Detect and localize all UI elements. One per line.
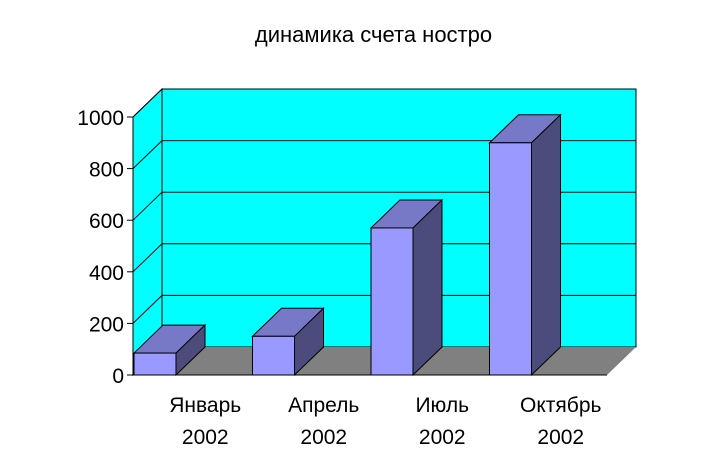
y-tick-label: 0 xyxy=(112,365,124,388)
x-category-label: Октябрь xyxy=(520,394,601,417)
x-category-label: Апрель xyxy=(288,394,359,417)
chart-title: динамика счета ностро xyxy=(254,22,493,47)
grid-lines xyxy=(132,88,636,324)
x-category-label: 2002 xyxy=(419,426,466,449)
axis-labels: 0 200 400 600 800 1000 Январь 2002 Апрель 2002 Июл… xyxy=(77,107,601,449)
y-tick-label: 200 xyxy=(89,313,124,336)
bar xyxy=(369,198,444,377)
gridline xyxy=(132,88,636,118)
bar-front xyxy=(489,142,532,376)
x-category-label: Январь xyxy=(169,394,241,417)
x-category-label: 2002 xyxy=(537,426,584,449)
bar-front xyxy=(133,352,177,376)
x-category-label: Июль xyxy=(415,394,469,417)
x-category-label: 2002 xyxy=(300,426,347,449)
y-tick-label: 800 xyxy=(89,159,124,182)
bar xyxy=(132,323,207,377)
bar-front xyxy=(252,335,295,376)
gridline xyxy=(132,243,636,273)
chart-bars xyxy=(132,113,562,377)
bar xyxy=(251,307,325,377)
gridline xyxy=(132,294,636,324)
bar-side xyxy=(531,113,561,377)
gridline xyxy=(132,140,636,169)
bar-front xyxy=(370,227,414,376)
gridline xyxy=(132,191,636,221)
bar xyxy=(488,113,562,377)
bar-side xyxy=(412,198,443,377)
y-tick-label: 600 xyxy=(89,210,124,233)
y-tick-label: 1000 xyxy=(77,107,124,130)
x-category-label: 2002 xyxy=(182,426,229,449)
y-tick-label: 400 xyxy=(89,262,124,285)
